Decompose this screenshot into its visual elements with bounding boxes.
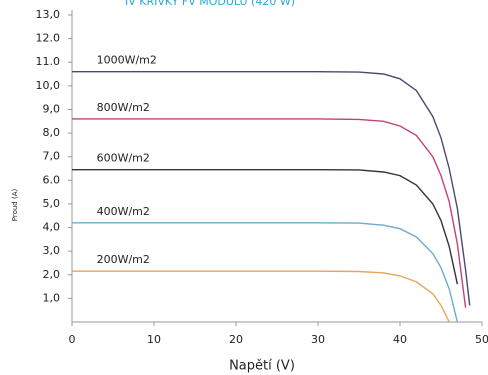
y-tick-label: 5,0 <box>43 197 61 210</box>
series-label: 1000W/m2 <box>97 54 157 67</box>
series-line <box>72 222 459 323</box>
y-tick-label: 11.0 <box>36 55 61 68</box>
y-tick-label: 13,0 <box>36 8 61 21</box>
series-label: 400W/m2 <box>97 205 150 218</box>
series-line <box>72 118 467 308</box>
y-tick-label: 3,0 <box>43 244 61 257</box>
series-label: 800W/m2 <box>97 101 150 114</box>
y-tick-label: 12.0 <box>36 32 61 45</box>
y-tick-label: 6.0 <box>43 173 61 186</box>
y-tick-label: 4,0 <box>43 221 61 234</box>
x-axis-label: Napětí (V) <box>229 359 295 374</box>
series-line <box>72 270 450 323</box>
y-tick-label: 2,0 <box>43 268 61 281</box>
x-tick-label: 0 <box>69 333 76 346</box>
y-axis-label: Proud (A) <box>11 189 19 222</box>
x-tick-label: 10 <box>147 333 161 346</box>
series-line <box>72 169 459 285</box>
y-tick-label: 7,0 <box>43 150 61 163</box>
series-label: 600W/m2 <box>97 152 150 165</box>
y-tick-label: 8,0 <box>43 126 61 139</box>
x-tick-label: 30 <box>311 333 325 346</box>
x-tick-label: 50 <box>475 333 488 346</box>
series-label: 200W/m2 <box>97 253 150 266</box>
series-line <box>72 71 471 306</box>
chart-title: IV KŘIVKY FV MODULU (420 W) <box>125 0 295 8</box>
y-tick-label: 10,0 <box>36 79 61 92</box>
x-tick-label: 40 <box>393 333 407 346</box>
y-tick-label: 1,0 <box>43 291 61 304</box>
x-tick-label: 20 <box>229 333 243 346</box>
y-tick-label: 9,0 <box>43 102 61 115</box>
